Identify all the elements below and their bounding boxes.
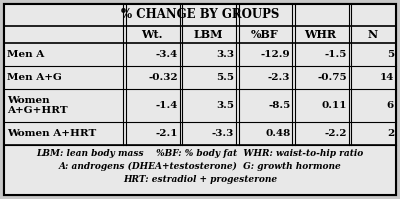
Text: 5.5: 5.5 <box>216 73 234 82</box>
Bar <box>4 122 396 145</box>
Text: A: androgens (DHEA+testosterone)  G: growth hormone: A: androgens (DHEA+testosterone) G: grow… <box>59 162 341 172</box>
Text: 0.48: 0.48 <box>265 129 290 138</box>
Text: -2.2: -2.2 <box>324 129 347 138</box>
Text: 0.11: 0.11 <box>321 101 347 110</box>
Text: -8.5: -8.5 <box>268 101 290 110</box>
Text: Men A: Men A <box>7 50 44 59</box>
Text: -12.9: -12.9 <box>261 50 290 59</box>
Text: Women A+HRT: Women A+HRT <box>7 129 96 138</box>
Text: HRT: estradiol + progesterone: HRT: estradiol + progesterone <box>123 176 277 184</box>
Text: -1.4: -1.4 <box>155 101 178 110</box>
Bar <box>4 145 396 195</box>
Text: 5: 5 <box>387 50 394 59</box>
Bar <box>4 43 396 66</box>
Text: 3.3: 3.3 <box>216 50 234 59</box>
Bar <box>4 66 396 89</box>
Text: WHR: WHR <box>304 29 336 40</box>
Text: -3.3: -3.3 <box>212 129 234 138</box>
Text: -2.1: -2.1 <box>155 129 178 138</box>
Text: % CHANGE BY GROUPS: % CHANGE BY GROUPS <box>121 9 279 21</box>
Text: N: N <box>367 29 378 40</box>
Text: -3.4: -3.4 <box>156 50 178 59</box>
Bar <box>4 89 396 122</box>
Text: LBM: lean body mass    %BF: % body fat  WHR: waist-to-hip ratio: LBM: lean body mass %BF: % body fat WHR:… <box>36 149 364 158</box>
Text: 3.5: 3.5 <box>216 101 234 110</box>
Text: 2: 2 <box>387 129 394 138</box>
Text: Women
A+G+HRT: Women A+G+HRT <box>7 96 68 115</box>
Text: LBM: LBM <box>193 29 223 40</box>
Text: -0.75: -0.75 <box>317 73 347 82</box>
Text: Men A+G: Men A+G <box>7 73 62 82</box>
Text: -1.5: -1.5 <box>324 50 347 59</box>
Text: Wt.: Wt. <box>141 29 162 40</box>
Text: %BF: %BF <box>250 29 278 40</box>
Text: 6: 6 <box>387 101 394 110</box>
Bar <box>4 4 396 26</box>
Text: -2.3: -2.3 <box>268 73 290 82</box>
Text: -0.32: -0.32 <box>148 73 178 82</box>
Text: 14: 14 <box>380 73 394 82</box>
Bar <box>4 26 396 43</box>
